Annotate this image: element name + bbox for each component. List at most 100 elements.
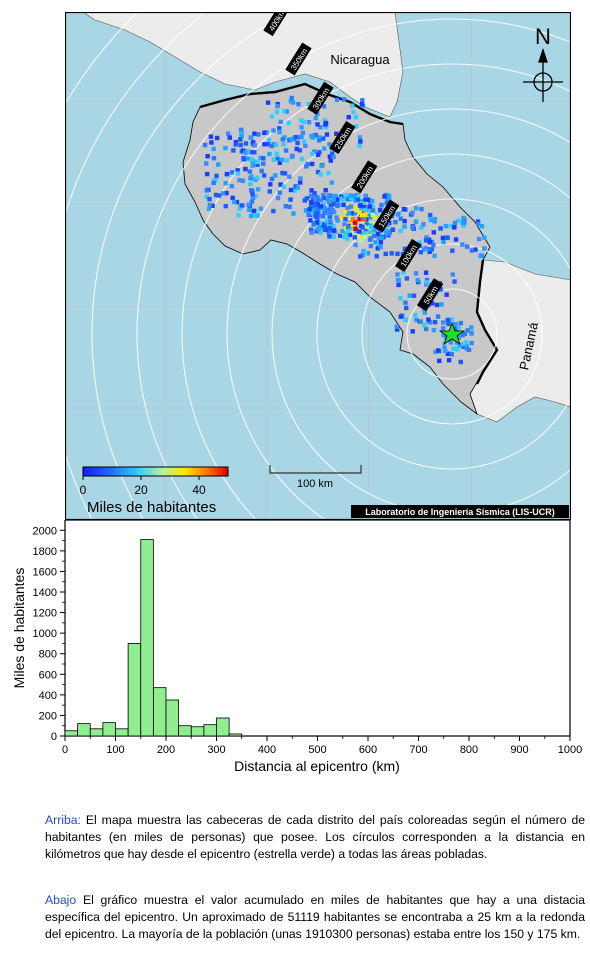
colorbar-tick-40: 40 bbox=[192, 483, 206, 497]
population-point bbox=[455, 347, 460, 352]
ring-350km bbox=[136, 18, 571, 520]
population-point bbox=[304, 164, 309, 169]
population-point bbox=[454, 340, 460, 345]
y-axis: 0 200 400 600 800 1000 1200 1400 1600 1800 2000 bbox=[33, 525, 65, 743]
caption-bottom-text: El gráfico muestra el valor acumulado en… bbox=[45, 893, 585, 941]
ring-150km bbox=[316, 198, 571, 470]
population-point bbox=[401, 270, 406, 275]
population-point bbox=[311, 222, 316, 227]
population-point bbox=[360, 98, 365, 103]
population-point bbox=[331, 201, 336, 207]
population-point bbox=[398, 216, 403, 221]
population-point bbox=[410, 224, 415, 229]
caption-bottom: Abajo El gráfico muestra el valor acumul… bbox=[45, 892, 585, 943]
population-point bbox=[323, 120, 329, 126]
bar-25-50km bbox=[77, 723, 91, 737]
population-point bbox=[341, 202, 346, 208]
population-point bbox=[273, 173, 278, 178]
population-point bbox=[315, 206, 320, 212]
population-point bbox=[441, 320, 446, 325]
population-point bbox=[229, 170, 235, 175]
population-point bbox=[460, 341, 466, 347]
population-point bbox=[469, 340, 474, 346]
population-point bbox=[305, 161, 310, 167]
population-point bbox=[423, 246, 428, 251]
population-point bbox=[363, 212, 368, 217]
population-point bbox=[360, 252, 365, 258]
population-point bbox=[224, 171, 230, 177]
population-point bbox=[327, 142, 332, 147]
population-point bbox=[348, 196, 354, 201]
population-point bbox=[357, 229, 362, 234]
bar-275-300km bbox=[203, 724, 217, 737]
population-point bbox=[284, 158, 290, 163]
population-point bbox=[334, 131, 339, 136]
population-point bbox=[440, 327, 446, 332]
population-point bbox=[386, 229, 392, 235]
population-point bbox=[283, 148, 289, 153]
population-point bbox=[461, 344, 466, 349]
population-point bbox=[262, 142, 267, 147]
population-point bbox=[300, 130, 306, 136]
population-point bbox=[398, 228, 403, 234]
population-point bbox=[299, 134, 304, 139]
population-point bbox=[316, 138, 322, 143]
population-point bbox=[341, 97, 347, 102]
population-point bbox=[364, 222, 370, 227]
population-point bbox=[334, 215, 339, 220]
population-point bbox=[274, 109, 280, 115]
population-point bbox=[248, 181, 253, 187]
population-point bbox=[317, 225, 322, 230]
bar-150-175km bbox=[140, 539, 154, 737]
population-point bbox=[252, 150, 257, 155]
population-point bbox=[449, 317, 455, 322]
population-point bbox=[328, 158, 333, 163]
population-point bbox=[253, 212, 258, 218]
population-point bbox=[293, 184, 298, 189]
population-point bbox=[301, 139, 307, 144]
population-point bbox=[275, 156, 280, 161]
population-point bbox=[240, 148, 246, 153]
population-point bbox=[313, 202, 318, 207]
population-point bbox=[367, 237, 373, 242]
colorbar bbox=[82, 466, 229, 477]
caption-top: Arriba: El mapa muestra las cabeceras de… bbox=[45, 812, 585, 863]
x-tick-label: 0 bbox=[62, 744, 68, 756]
y-tick-label: 1600 bbox=[33, 566, 57, 578]
population-point bbox=[210, 203, 215, 209]
population-point bbox=[427, 239, 433, 245]
population-point bbox=[357, 216, 362, 222]
population-point bbox=[207, 196, 212, 202]
y-tick-label: 600 bbox=[39, 669, 57, 681]
x-tick-label: 200 bbox=[157, 744, 175, 756]
population-point bbox=[476, 236, 482, 242]
population-point bbox=[395, 272, 400, 277]
population-point bbox=[341, 234, 347, 240]
population-point bbox=[303, 143, 308, 148]
population-point bbox=[413, 206, 419, 211]
population-point bbox=[452, 279, 457, 284]
population-point bbox=[387, 197, 392, 203]
population-point bbox=[256, 132, 261, 137]
population-point bbox=[353, 205, 358, 211]
population-point bbox=[432, 319, 438, 325]
population-point bbox=[288, 197, 293, 202]
caption-top-text: El mapa muestra las cabeceras de cada di… bbox=[45, 813, 585, 861]
population-point bbox=[327, 199, 333, 204]
y-tick-label: 1800 bbox=[33, 546, 57, 558]
population-point bbox=[423, 270, 429, 275]
population-point bbox=[440, 235, 446, 241]
population-point bbox=[233, 140, 239, 145]
population-point bbox=[385, 200, 391, 206]
colorbar-ticks bbox=[82, 476, 200, 480]
population-point bbox=[458, 320, 464, 326]
population-point bbox=[295, 140, 300, 146]
population-point bbox=[453, 326, 459, 332]
population-point bbox=[450, 272, 455, 277]
population-point bbox=[395, 212, 401, 217]
population-point bbox=[313, 197, 318, 202]
population-point bbox=[279, 157, 285, 163]
population-point bbox=[482, 235, 487, 240]
population-point bbox=[308, 218, 313, 223]
population-point bbox=[312, 149, 317, 154]
